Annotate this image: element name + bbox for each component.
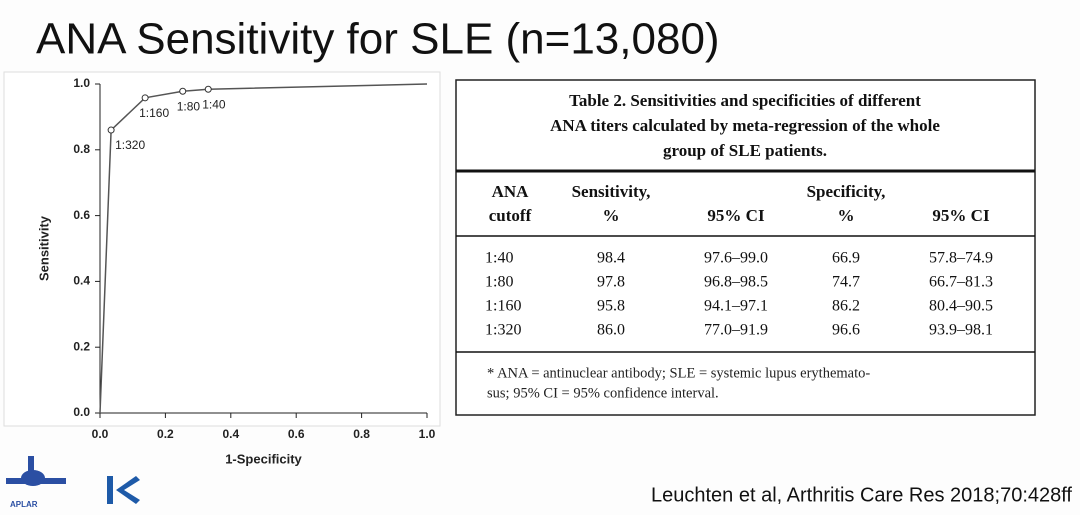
column-header: cutoff [489, 206, 532, 225]
point [179, 87, 187, 95]
table-cell: 96.8–98.5 [704, 274, 768, 291]
footnote: * ANA = antinuclear antibody; SLE = syst… [487, 365, 870, 381]
table-cell: 1:80 [485, 274, 513, 291]
point [141, 94, 149, 102]
column-header: Specificity, [807, 182, 886, 201]
k-logo [107, 476, 140, 504]
y-axis-label: Sensitivity [36, 215, 51, 281]
x-axis-label: 1-Specificity [225, 451, 302, 466]
point-label: 1:160 [139, 106, 169, 120]
table-title: Table 2. Sensitivities and specificities… [569, 91, 921, 110]
y-tick-label: 1.0 [73, 76, 90, 90]
point-label: 1:40 [202, 97, 226, 111]
table-cell: 93.9–98.1 [929, 322, 993, 339]
column-header: 95% CI [932, 206, 990, 225]
table-cell: 1:40 [485, 250, 513, 267]
point-label: 1:80 [177, 99, 201, 113]
slide-title: ANA Sensitivity for SLE (n=13,080) [36, 15, 720, 64]
logo-text: APLAR [10, 500, 38, 509]
roc-curve [99, 83, 428, 414]
table-cell: 98.4 [597, 250, 625, 267]
citation: Leuchten et al, Arthritis Care Res 2018;… [651, 484, 1072, 506]
table-box [455, 79, 1036, 416]
column-header: % [603, 206, 620, 225]
x-tick-label: 0.6 [288, 427, 305, 441]
y-tick-label: 0.6 [73, 208, 90, 222]
table-cell: 95.8 [597, 298, 625, 315]
table-cell: 96.6 [832, 322, 860, 339]
table-cell: 66.9 [832, 250, 860, 267]
x-tick-label: 0.8 [353, 427, 370, 441]
column-header: Sensitivity, [572, 182, 651, 201]
table-cell: 86.0 [597, 322, 625, 339]
table-cell: 77.0–91.9 [704, 322, 768, 339]
point [204, 85, 212, 93]
table-cell: 57.8–74.9 [929, 250, 993, 267]
column-header: % [838, 206, 855, 225]
footnote: sus; 95% CI = 95% confidence interval. [487, 385, 719, 401]
table-cell: 74.7 [832, 274, 860, 291]
y-tick-label: 0.4 [73, 274, 90, 288]
column-header: 95% CI [707, 206, 765, 225]
y-tick-label: 0.0 [73, 405, 90, 419]
aplar-logo: APLAR [6, 456, 66, 509]
table-cell: 80.4–90.5 [929, 298, 993, 315]
x-tick-label: 0.2 [157, 427, 174, 441]
y-tick-label: 0.8 [73, 142, 90, 156]
table-cell: 86.2 [832, 298, 860, 315]
table-cell: 94.1–97.1 [704, 298, 768, 315]
x-tick-label: 1.0 [419, 427, 436, 441]
y-tick-label: 0.2 [73, 339, 90, 353]
point [107, 126, 115, 134]
table-cell: 1:160 [485, 298, 521, 315]
table-title: group of SLE patients. [663, 141, 827, 160]
x-tick-label: 0.0 [92, 427, 109, 441]
chart-panel [3, 71, 441, 427]
table-cell: 66.7–81.3 [929, 274, 993, 291]
x-tick-label: 0.4 [222, 427, 239, 441]
column-header: ANA [492, 182, 530, 201]
point-label: 1:320 [115, 138, 145, 152]
table-cell: 97.8 [597, 274, 625, 291]
table-cell: 1:320 [485, 322, 521, 339]
table-title: ANA titers calculated by meta-regression… [550, 116, 940, 135]
table-cell: 97.6–99.0 [704, 250, 768, 267]
